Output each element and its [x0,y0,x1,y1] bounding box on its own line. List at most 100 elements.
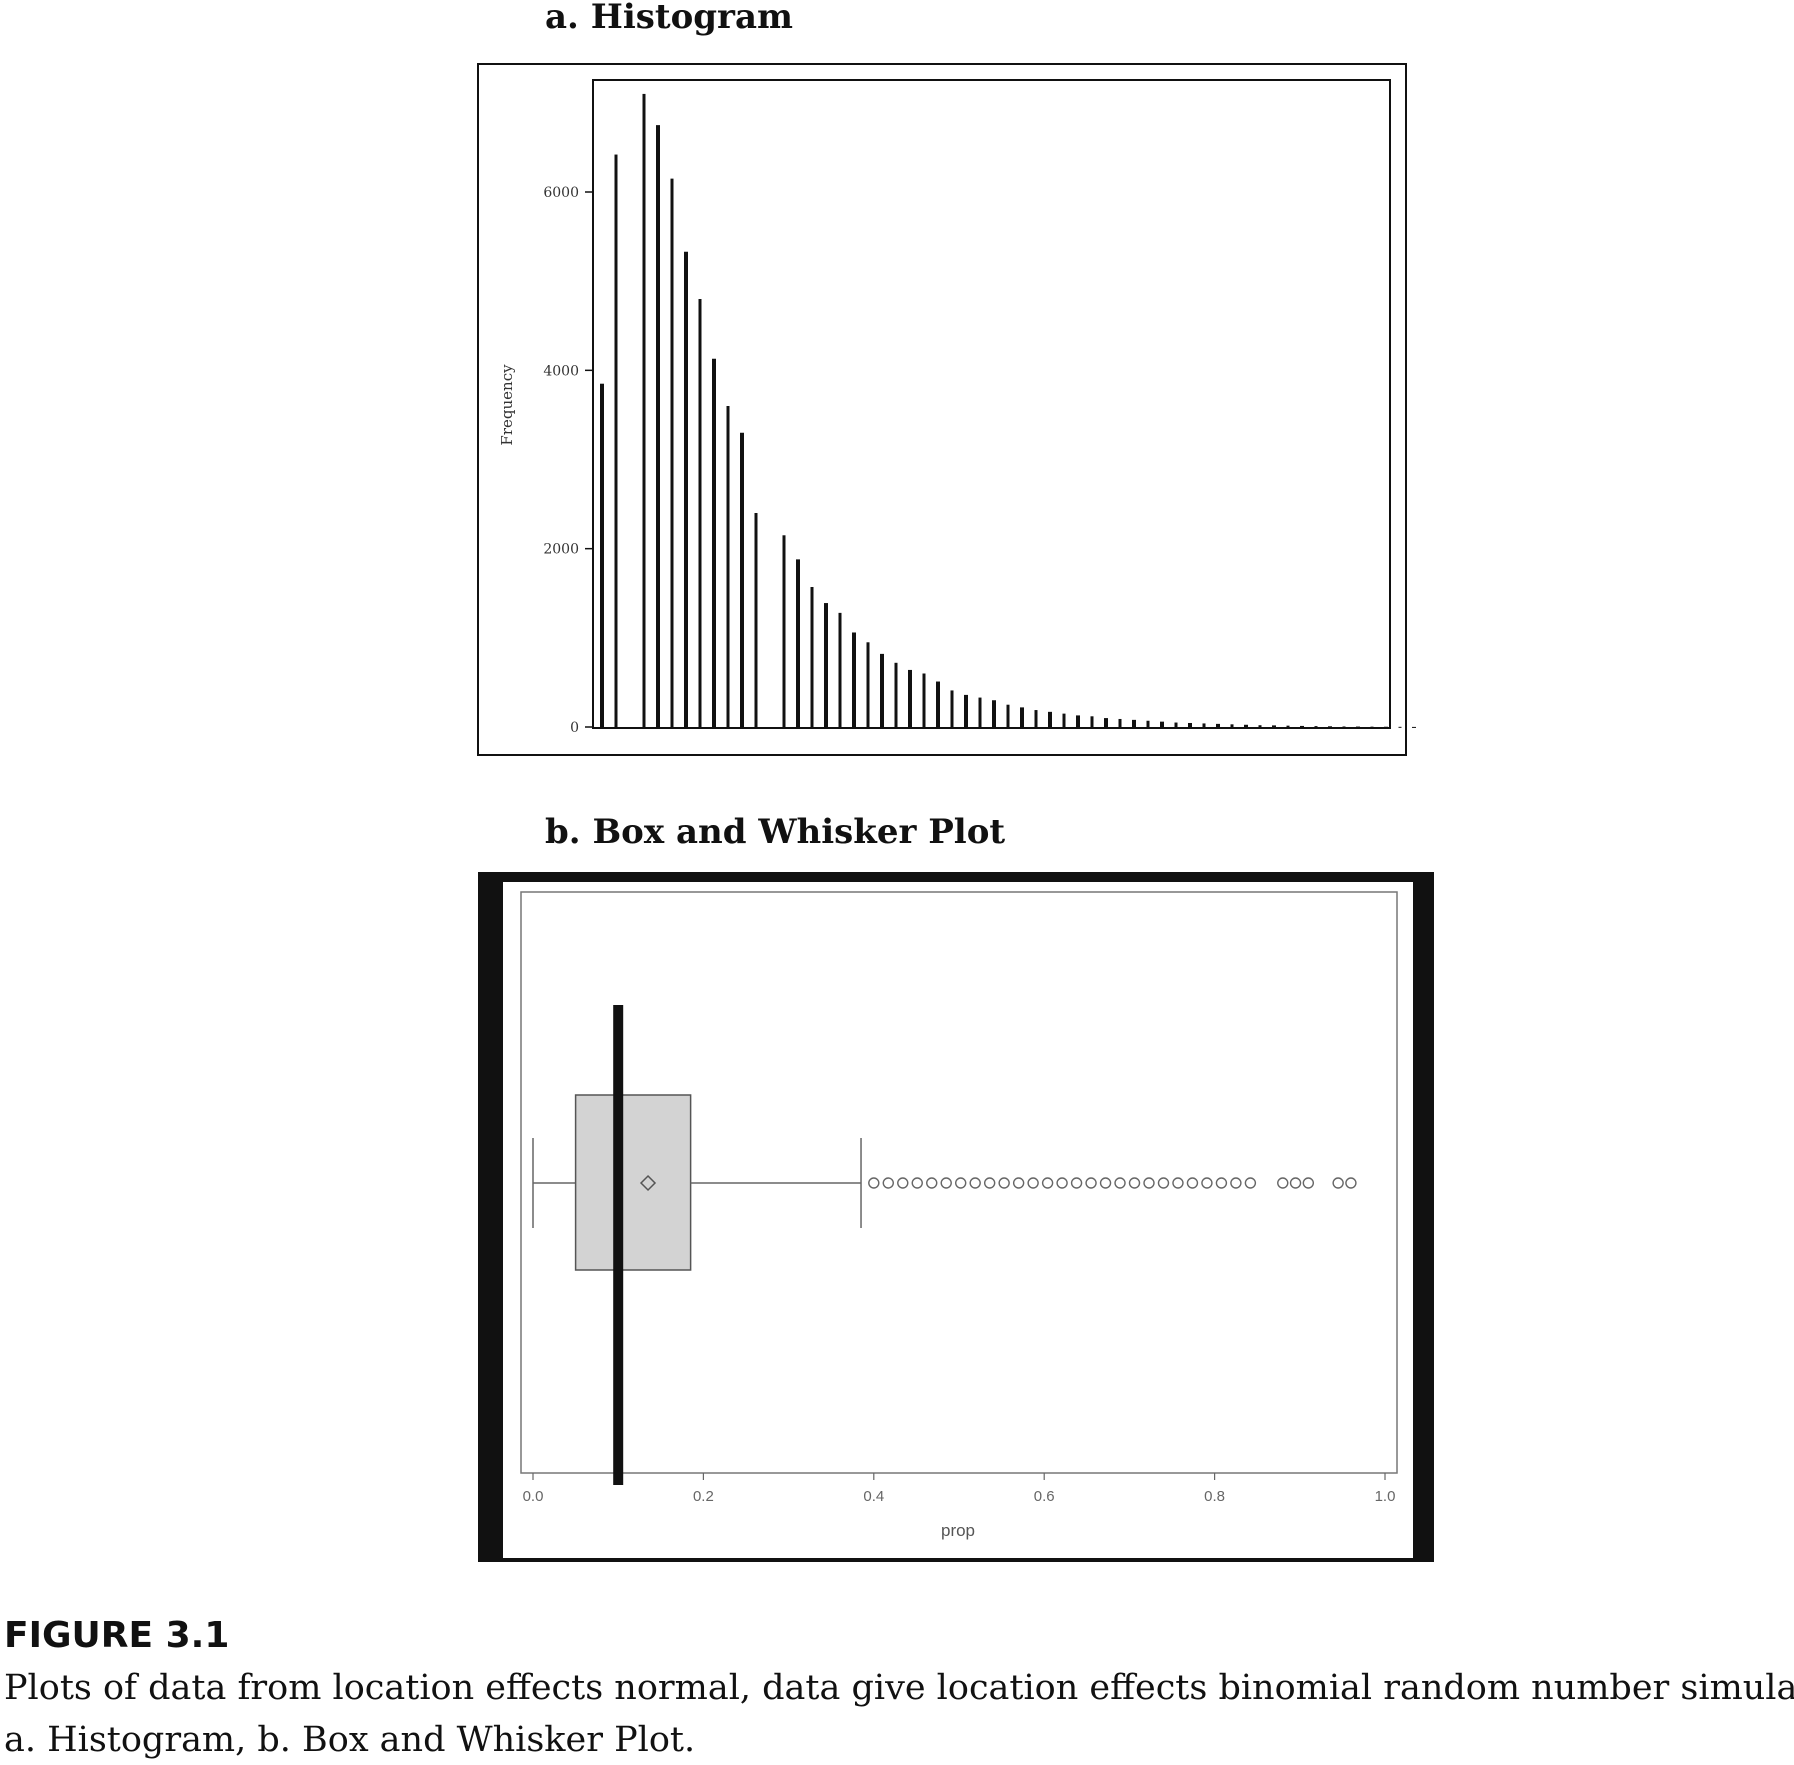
histogram-bar [1062,713,1066,727]
histogram-bar [600,383,604,727]
histogram-bar [1174,722,1178,727]
histogram-bar [698,299,702,727]
histogram-bar [740,432,744,727]
histogram-bar [1258,725,1262,727]
boxplot-marks [532,1005,1357,1485]
histogram-bar [908,669,912,727]
histogram-bar [824,603,828,727]
outlier-point [1143,1177,1155,1189]
histogram-bar [978,697,982,727]
histogram-bar [1286,725,1290,727]
boxplot-x-axis: 0.0 0.2 0.4 0.6 0.8 1.0 [523,1473,1396,1505]
outlier-point [998,1177,1010,1189]
outlier-point [911,1177,923,1189]
histogram-bar [1118,718,1122,727]
outlier-point [1056,1177,1068,1189]
histogram-bar [1048,711,1052,727]
histogram-bar [1328,726,1332,728]
outlier-point [969,1177,981,1189]
histogram-bar [866,642,870,727]
caption-line-1: Plots of data from location effects norm… [4,1668,1794,1708]
boxplot-title: b. Box and Whisker Plot [545,812,1005,852]
boxplot-plot-frame [520,891,1398,1474]
histogram-bar [796,559,800,727]
outlier-point [1099,1177,1112,1189]
box-iqr [574,1094,692,1271]
histogram-bar [1398,726,1402,728]
histogram-bar [1076,715,1080,727]
histogram-bar [992,700,996,727]
boxplot-x-label: prop [941,1521,975,1540]
histogram-bar [656,125,660,727]
caption-line-2: a. Histogram, b. Box and Whisker Plot. [4,1720,695,1760]
histogram-bar [1020,707,1024,727]
boxplot-x-tick-label: 0.2 [693,1488,714,1505]
outlier-point [1302,1177,1315,1189]
histogram-bar [1342,726,1346,728]
mean-marker [639,1174,657,1192]
histogram-bar [1006,704,1010,727]
histogram-y-tick-label: 6000 [543,185,579,201]
outlier-point [1289,1177,1302,1189]
histogram-bars [600,93,1416,728]
histogram-bar [712,358,716,727]
histogram-bar [852,632,856,727]
outlier-point [868,1177,880,1189]
outlier-point [983,1177,996,1189]
histogram-bar [684,251,688,727]
outlier-point [1114,1177,1126,1189]
outlier-point [1332,1177,1344,1189]
histogram-bar [782,535,786,727]
histogram-bar [1188,722,1192,727]
histogram-bar [1202,723,1206,727]
histogram-bar [754,513,758,727]
histogram-y-tick-label: 2000 [543,542,579,558]
outlier-point [1172,1177,1184,1189]
outlier-point [926,1177,938,1189]
histogram-bar [936,681,940,727]
histogram-y-label: Frequency [498,364,516,446]
histogram-bar [1370,726,1374,728]
outlier-point [1277,1177,1289,1189]
histogram-bar [670,178,674,727]
histogram-bar [1160,721,1164,727]
outlier-point [1085,1177,1097,1189]
outlier-point [1012,1177,1025,1189]
histogram-bar [1090,716,1094,727]
histogram-bar [922,673,926,727]
outlier-point [1041,1177,1054,1189]
boxplot-x-tick-label: 0.8 [1204,1488,1225,1505]
histogram-bar [1104,718,1108,727]
outlier-point [1244,1177,1257,1189]
histogram-bar [880,653,884,727]
histogram-bar [838,612,842,727]
boxplot-x-tick-label: 1.0 [1375,1488,1396,1505]
histogram-bar [726,406,730,727]
histogram-bar [1230,724,1234,727]
histogram-bar [1300,725,1304,727]
outlier-point [1201,1177,1213,1189]
histogram-bar [950,690,954,727]
histogram-bar [1356,726,1360,728]
outlier-point [940,1177,952,1189]
histogram-y-axis: 0 2000 4000 6000 [543,185,593,736]
histogram-bar [1272,725,1276,727]
histogram-bar [1314,726,1318,728]
histogram-y-tick-label: 0 [570,720,579,736]
outlier-point [897,1177,909,1189]
histogram-bar [810,587,814,727]
histogram-bar [642,93,646,727]
histogram-bar [1412,726,1416,728]
histogram-bar [1244,724,1248,727]
histogram-bar [614,154,618,728]
boxplot-x-tick-label: 0.0 [523,1488,544,1505]
boxplot-x-tick-label: 0.6 [1034,1488,1055,1505]
outlier-point [1345,1177,1357,1189]
figure-label: FIGURE 3.1 [4,1615,229,1656]
histogram-title: a. Histogram [545,0,793,37]
histogram-bar [1146,720,1150,727]
outlier-point [1157,1177,1170,1189]
histogram-outer-frame [477,63,1407,756]
boxplot-x-tick-label: 0.4 [863,1488,884,1505]
